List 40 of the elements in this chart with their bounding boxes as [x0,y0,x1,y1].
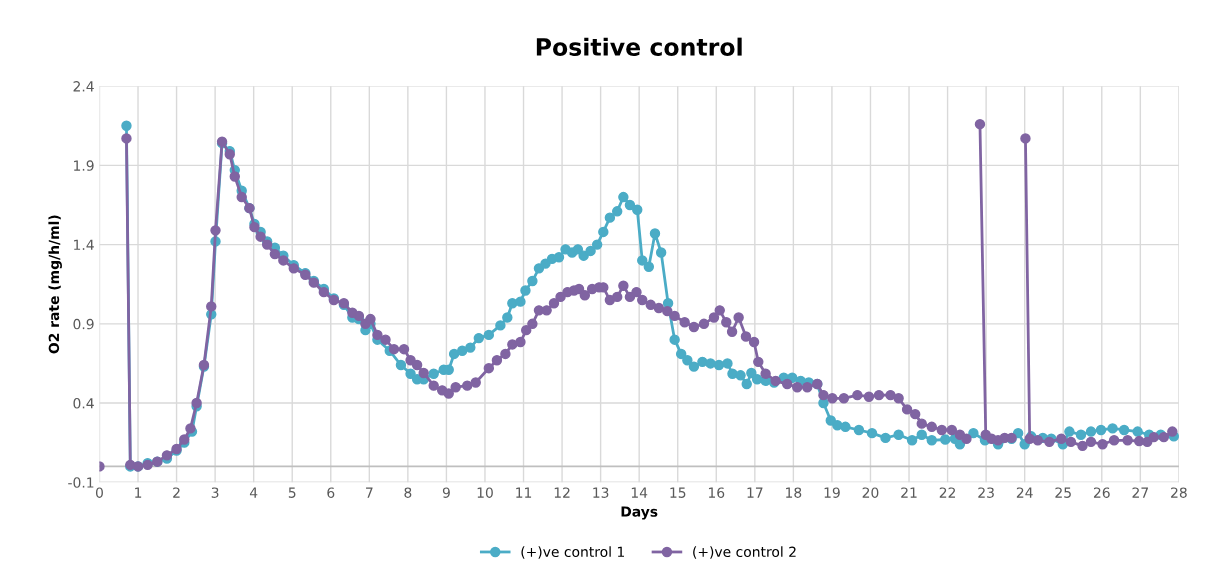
x-tick-label: 2 [173,487,180,498]
x-axis-title: Days [621,506,658,520]
x-tick-label: 21 [901,487,917,498]
x-tick-label: 0 [95,487,103,498]
y-tick-label: 0.9 [73,318,94,330]
x-tick-label: 10 [477,487,493,498]
y-tick-label: 0.4 [73,398,94,409]
x-tick-label: 25 [1055,487,1071,498]
x-tick-label: 3 [211,487,219,498]
x-tick-label: 20 [862,487,879,498]
x-tick-label: 27 [1132,487,1148,498]
x-tick-label: 13 [593,487,609,498]
x-tick-label: 1 [135,487,142,498]
x-tick-label: 14 [631,487,648,498]
x-tick-label: 15 [670,487,686,498]
legend-label: (+)ve control 2 [693,546,796,559]
y-tick-label: 1.9 [74,160,94,171]
x-tick-label: 6 [327,487,335,498]
y-tick-label: 1.4 [74,239,94,250]
legend-label: (+)ve control 1 [521,546,624,559]
x-tick-label: 24 [1016,487,1033,498]
x-tick-label: 28 [1171,487,1187,498]
chart-title: Positive control [536,37,742,56]
x-tick-label: 8 [404,487,412,498]
x-tick-label: 23 [978,487,994,498]
x-tick-label: 9 [442,487,450,498]
x-tick-label: 18 [786,487,802,498]
x-tick-label: 7 [366,487,373,498]
x-tick-label: 12 [554,487,570,498]
x-tick-label: 17 [747,487,763,498]
x-tick-label: 22 [939,487,956,498]
y-tick-label: -0.1 [68,477,94,488]
x-tick-label: 16 [708,487,725,498]
x-tick-label: 4 [249,487,258,498]
x-tick-label: 19 [824,487,840,498]
x-tick-label: 5 [288,487,296,498]
x-tick-label: 26 [1093,487,1110,498]
y-axis-title: O2 rate (mg/h/ml) [48,215,62,354]
x-tick-label: 11 [516,487,532,498]
y-tick-label: 2.4 [73,81,94,92]
